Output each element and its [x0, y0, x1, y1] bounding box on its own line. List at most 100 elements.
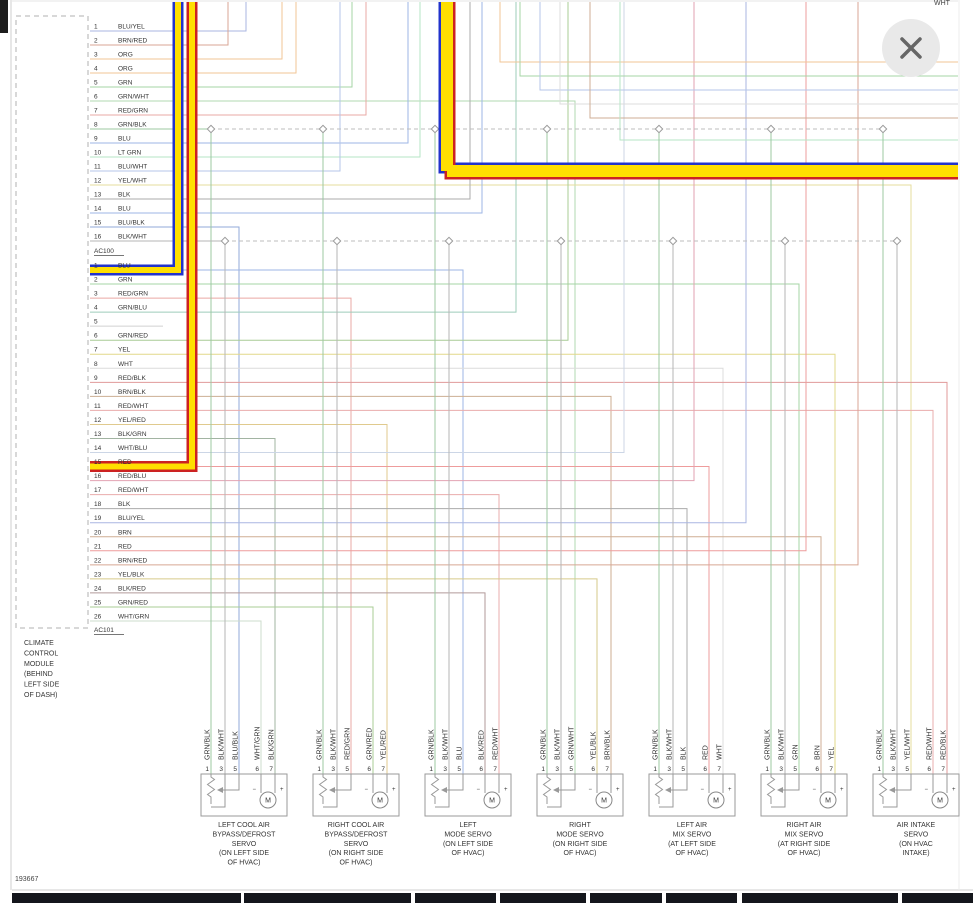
servo-wire-label: BRN/BLK [605, 730, 612, 760]
wire-color-label: BLK/RED [118, 585, 146, 592]
servo-wire-label: BLK/WHT [891, 728, 898, 760]
page-frame [10, 0, 973, 891]
wire-color-label: BLU/BLK [118, 220, 145, 227]
wire-segment [519, 2, 958, 77]
wire-color-label: WHT/GRN [118, 614, 149, 621]
background-window-strip [0, 893, 973, 903]
servo-internal-wire [335, 774, 352, 791]
pin-number: 16 [94, 473, 102, 480]
wire-color-label: YEL/RED [118, 417, 146, 424]
pin-number: 14 [94, 445, 102, 452]
servo-box [872, 773, 960, 817]
wiper-arrow [665, 787, 671, 793]
servo-pin-number: 6 [479, 766, 483, 773]
servo-internal-wire [435, 774, 450, 808]
servo-caption-line: (AT RIGHT SIDE [778, 841, 831, 848]
highlight-core [441, 2, 958, 171]
servo-wire-label: RED [703, 745, 710, 760]
bus-junction-marker [766, 124, 776, 134]
pin-number: 3 [94, 52, 98, 59]
servo-internal-wire [883, 774, 898, 808]
wire-color-label: RED/BLK [118, 375, 146, 382]
motor-label: M [377, 798, 383, 805]
pin-number: 4 [94, 66, 98, 73]
pin-number: 7 [94, 108, 98, 115]
wire-color-label: GRN/RED [118, 333, 148, 340]
servo-pin-number: 3 [219, 766, 223, 773]
wire-color-label: GRN [118, 277, 133, 284]
bus-junction-marker [444, 236, 454, 246]
wire-color-label: BLK [118, 501, 131, 508]
servo-caption-line: OF HVAC) [788, 850, 821, 857]
servo-internal-wire [671, 774, 688, 791]
wire-color-label: RED [118, 459, 132, 466]
servo-pin-number: 5 [793, 766, 797, 773]
wire-color-label: BLU/YEL [118, 24, 145, 31]
servo-pin-number: 7 [493, 766, 497, 773]
wire-segment [90, 269, 464, 774]
pin-number: 12 [94, 178, 102, 185]
motor-plus: + [280, 787, 284, 793]
wire-segment [90, 606, 374, 774]
module-dashed-outline [15, 15, 89, 629]
potentiometer-resistor [878, 774, 888, 804]
servo-pin-number: 6 [703, 766, 707, 773]
servo-pin-number: 1 [765, 766, 769, 773]
background-cell [12, 893, 241, 903]
servo-internal-wire [323, 774, 338, 808]
servo-wire-label: YEL [829, 747, 836, 760]
wire-segment [90, 100, 576, 774]
pin-number: 21 [94, 543, 102, 550]
wire-segment [90, 2, 297, 74]
pin-number: 9 [94, 136, 98, 143]
wire-color-label: BLK [118, 192, 131, 199]
background-cell [590, 893, 662, 903]
servo-wire-label: GRN/WHT [569, 726, 576, 760]
close-icon [900, 37, 922, 59]
motor-circle [371, 791, 389, 809]
servo-symbol-2: 1 GRN/BLK 3 BLK/WHT 5 RED/GRN 6 GRN/RED 7 YEL/RED… [312, 728, 400, 867]
wire-segment [90, 367, 724, 774]
pin-number: 15 [94, 459, 102, 466]
wire-color-label: BLU [118, 136, 131, 143]
motor-circle [483, 791, 501, 809]
wire-segment [90, 226, 240, 774]
servo-pin-number: 1 [877, 766, 881, 773]
pin-number: 13 [94, 192, 102, 199]
connector-name: AC101 [94, 627, 114, 634]
wire-segment [539, 2, 958, 91]
servo-internal-wire [771, 774, 786, 808]
wire-color-label: ORG [118, 52, 133, 59]
background-cell [415, 893, 496, 903]
wiper-arrow [441, 787, 447, 793]
bus-junction-marker [332, 236, 342, 246]
module-caption-line: MODULE [24, 661, 54, 668]
servo-wire-label: GRN/BLK [765, 729, 772, 760]
servo-pin-number: 1 [653, 766, 657, 773]
wire-segment [90, 2, 517, 313]
servo-wire-label: BLK/RED [479, 730, 486, 760]
wire-color-label: RED/WHT [118, 487, 148, 494]
wire-color-label: BLU [118, 263, 131, 270]
wire-color-label: YEL/BLK [118, 571, 145, 578]
servo-wire-label: BLK/WHT [667, 728, 674, 760]
close-button[interactable] [882, 19, 940, 77]
servo-internal-wire [223, 774, 240, 791]
wire-segment [90, 297, 352, 774]
background-cell [244, 893, 411, 903]
servo-caption-line: MIX SERVO [673, 831, 712, 838]
servo-wire-label: BLK/GRN [269, 729, 276, 760]
wire-color-label: WHT/BLU [118, 445, 148, 452]
pin-number: 17 [94, 487, 102, 494]
servo-caption-line: BYPASS/DEFROST [325, 831, 389, 838]
connector-name: AC100 [94, 248, 114, 255]
wire-color-label: BLU [118, 206, 131, 213]
potentiometer-resistor [654, 774, 664, 804]
servo-pin-number: 1 [205, 766, 209, 773]
motor-circle [707, 791, 725, 809]
motor-minus: − [588, 787, 592, 793]
motor-plus: + [616, 787, 620, 793]
pin-number: 3 [94, 291, 98, 298]
servo-wire-label: GRN [793, 744, 800, 760]
wire-segment [90, 620, 262, 774]
